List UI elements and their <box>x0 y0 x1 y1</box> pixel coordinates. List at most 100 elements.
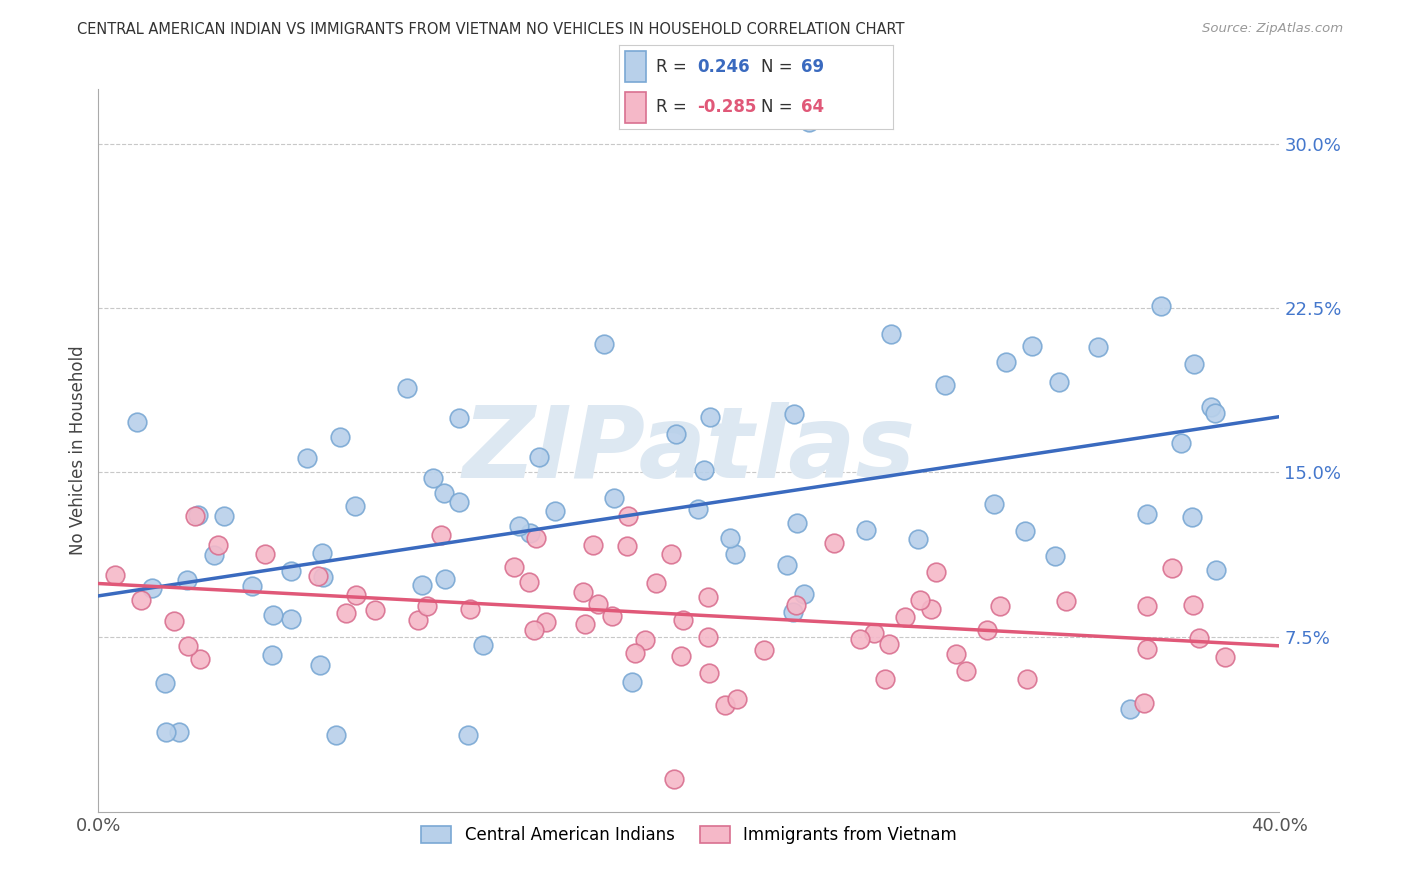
Point <box>408 613 430 627</box>
Text: N =: N = <box>761 98 799 116</box>
Point <box>988 599 1011 614</box>
Point <box>253 547 276 561</box>
Point <box>176 574 198 588</box>
Point <box>1213 650 1236 665</box>
Point <box>724 547 747 561</box>
Point <box>783 407 806 421</box>
Text: N =: N = <box>761 58 799 76</box>
Point <box>429 527 451 541</box>
Point <box>786 516 808 530</box>
Text: R =: R = <box>655 98 692 116</box>
Point <box>411 578 433 592</box>
Point <box>1132 696 1154 710</box>
Point <box>1119 702 1142 716</box>
Point <box>1188 631 1211 645</box>
Point <box>983 497 1005 511</box>
Point <box>240 579 263 593</box>
Point <box>671 648 693 663</box>
Point <box>752 642 775 657</box>
Point <box>335 606 357 620</box>
Text: 64: 64 <box>801 98 824 116</box>
Point <box>1182 598 1205 612</box>
Point <box>945 647 967 661</box>
Point <box>908 592 931 607</box>
Point <box>1136 599 1159 614</box>
Point <box>793 586 815 600</box>
Point <box>718 531 741 545</box>
Point <box>696 630 718 644</box>
Point <box>104 567 127 582</box>
Point <box>697 590 720 604</box>
Point <box>797 115 820 129</box>
Point <box>212 508 235 523</box>
Point <box>1136 508 1159 522</box>
Point <box>571 585 593 599</box>
Point <box>155 724 177 739</box>
Point <box>725 692 748 706</box>
Point <box>994 355 1017 369</box>
Point <box>1054 594 1077 608</box>
Y-axis label: No Vehicles in Household: No Vehicles in Household <box>69 345 87 556</box>
Point <box>311 545 333 559</box>
Point <box>153 675 176 690</box>
Point <box>433 486 456 500</box>
Point <box>544 504 567 518</box>
Point <box>849 632 872 646</box>
Point <box>1205 563 1227 577</box>
Point <box>325 728 347 742</box>
Point <box>616 539 638 553</box>
Point <box>782 606 804 620</box>
Point <box>624 646 647 660</box>
Point <box>714 698 737 712</box>
Point <box>976 623 998 637</box>
Point <box>131 592 153 607</box>
FancyBboxPatch shape <box>626 52 647 82</box>
Text: 69: 69 <box>801 58 824 76</box>
Point <box>955 664 977 678</box>
FancyBboxPatch shape <box>626 92 647 122</box>
Point <box>422 471 444 485</box>
Point <box>472 639 495 653</box>
Point <box>634 633 657 648</box>
Point <box>364 602 387 616</box>
Point <box>880 326 903 341</box>
Point <box>664 772 686 786</box>
Point <box>295 451 318 466</box>
Point <box>167 725 190 739</box>
Point <box>665 427 688 442</box>
Point <box>458 601 481 615</box>
Point <box>523 623 546 637</box>
Point <box>893 609 915 624</box>
Point <box>697 666 720 681</box>
Point <box>307 568 329 582</box>
Point <box>534 615 557 630</box>
Point <box>329 429 352 443</box>
Point <box>1204 405 1226 419</box>
Point <box>1049 375 1071 389</box>
Text: Source: ZipAtlas.com: Source: ZipAtlas.com <box>1202 22 1343 36</box>
Point <box>207 538 229 552</box>
Point <box>202 549 225 563</box>
Point <box>187 508 209 522</box>
Text: ZIPatlas: ZIPatlas <box>463 402 915 499</box>
Point <box>693 463 716 477</box>
Point <box>775 558 797 573</box>
Point <box>188 652 211 666</box>
Point <box>457 728 479 742</box>
Point <box>920 602 942 616</box>
Point <box>449 494 471 508</box>
Point <box>617 509 640 524</box>
Point <box>907 533 929 547</box>
Point <box>184 509 207 524</box>
Point <box>586 597 609 611</box>
Point <box>593 337 616 351</box>
Point <box>526 531 548 545</box>
Point <box>686 501 709 516</box>
Point <box>574 616 596 631</box>
Point <box>1014 524 1036 539</box>
Point <box>620 675 643 690</box>
Point <box>879 637 901 651</box>
Point <box>785 598 807 612</box>
Point <box>447 411 470 425</box>
Point <box>519 525 541 540</box>
